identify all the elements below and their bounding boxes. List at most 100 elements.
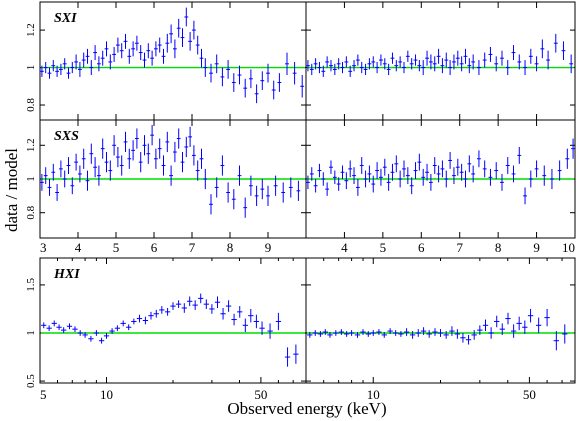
data-point bbox=[398, 170, 403, 188]
data-point bbox=[417, 60, 422, 72]
data-point bbox=[332, 170, 337, 185]
data-point bbox=[214, 177, 219, 198]
data-point bbox=[528, 170, 533, 188]
y-tick-label: 1 bbox=[25, 65, 37, 71]
data-point bbox=[432, 328, 438, 336]
data-point bbox=[371, 175, 376, 193]
data-point bbox=[176, 18, 181, 38]
data-point bbox=[437, 329, 444, 337]
data-point bbox=[415, 329, 421, 337]
data-point bbox=[432, 56, 437, 72]
data-point bbox=[192, 145, 196, 166]
data-point bbox=[355, 179, 360, 196]
data-point bbox=[281, 182, 286, 203]
data-point bbox=[352, 167, 356, 185]
data-point bbox=[88, 335, 94, 342]
y-tick-label: 1.2 bbox=[25, 138, 37, 152]
data-point bbox=[546, 50, 551, 70]
data-point bbox=[198, 293, 204, 304]
data-point bbox=[97, 56, 101, 72]
data-point bbox=[569, 54, 574, 74]
data-point bbox=[43, 61, 48, 74]
data-point bbox=[527, 308, 534, 323]
y-tick-label: 1.5 bbox=[25, 278, 37, 292]
data-point bbox=[180, 152, 185, 173]
data-point bbox=[188, 31, 192, 51]
data-point bbox=[138, 45, 143, 61]
data-point bbox=[165, 33, 170, 53]
data-point bbox=[317, 61, 322, 74]
data-point bbox=[119, 155, 124, 176]
data-point bbox=[47, 179, 52, 196]
data-point bbox=[127, 148, 132, 169]
data-point bbox=[254, 185, 259, 206]
data-point bbox=[499, 323, 505, 335]
y-tick-label: 0.8 bbox=[25, 205, 37, 219]
x-tick-label: 50 bbox=[254, 387, 267, 402]
data-point bbox=[403, 328, 410, 336]
data-point bbox=[220, 67, 225, 87]
data-point bbox=[505, 312, 511, 325]
data-point bbox=[421, 60, 426, 76]
data-point bbox=[187, 296, 193, 307]
data-point bbox=[131, 318, 137, 325]
data-point bbox=[112, 46, 116, 62]
data-point bbox=[482, 160, 487, 178]
data-point bbox=[150, 125, 154, 146]
data-point bbox=[426, 330, 432, 338]
data-point bbox=[161, 155, 166, 176]
data-point bbox=[359, 61, 364, 74]
data-point bbox=[292, 61, 297, 85]
data-point bbox=[367, 165, 372, 183]
data-point bbox=[248, 308, 254, 323]
data-point bbox=[471, 165, 476, 183]
x-tick-label: 8 bbox=[227, 240, 234, 255]
data-point bbox=[70, 61, 75, 74]
data-point bbox=[307, 332, 313, 338]
data-point bbox=[93, 157, 97, 178]
data-point bbox=[40, 173, 44, 191]
data-point bbox=[309, 63, 314, 76]
data-point bbox=[455, 158, 460, 176]
data-point bbox=[104, 41, 109, 57]
data-point bbox=[146, 43, 151, 59]
data-point bbox=[460, 333, 466, 343]
data-point bbox=[184, 136, 189, 158]
data-point bbox=[214, 296, 221, 308]
data-point bbox=[359, 157, 364, 174]
data-point bbox=[571, 138, 575, 159]
data-point bbox=[260, 71, 265, 91]
data-point bbox=[271, 80, 276, 100]
data-point bbox=[550, 168, 554, 190]
data-point bbox=[459, 56, 464, 72]
data-point bbox=[517, 146, 522, 164]
data-point bbox=[405, 50, 410, 62]
data-point bbox=[157, 37, 162, 53]
x-axis-title: Observed energy (keV) bbox=[227, 399, 386, 418]
data-point bbox=[109, 328, 115, 334]
data-point bbox=[544, 308, 550, 327]
data-point bbox=[173, 141, 177, 163]
data-point bbox=[284, 347, 291, 367]
data-point bbox=[370, 330, 376, 336]
data-point bbox=[471, 330, 477, 340]
data-point bbox=[313, 179, 318, 193]
data-point bbox=[312, 330, 318, 336]
x-tick-label: 5 bbox=[113, 240, 120, 255]
data-point bbox=[237, 306, 243, 318]
data-point bbox=[488, 46, 493, 62]
data-point bbox=[325, 182, 330, 196]
data-point bbox=[51, 320, 57, 327]
data-point bbox=[231, 73, 236, 92]
data-point bbox=[398, 56, 403, 68]
data-point bbox=[467, 155, 472, 173]
data-point bbox=[306, 175, 310, 190]
data-point bbox=[77, 330, 83, 336]
data-point bbox=[285, 52, 289, 76]
data-point bbox=[386, 173, 391, 191]
data-point bbox=[159, 306, 165, 314]
data-point bbox=[78, 165, 82, 183]
data-point bbox=[62, 170, 67, 188]
data-point bbox=[398, 331, 404, 337]
